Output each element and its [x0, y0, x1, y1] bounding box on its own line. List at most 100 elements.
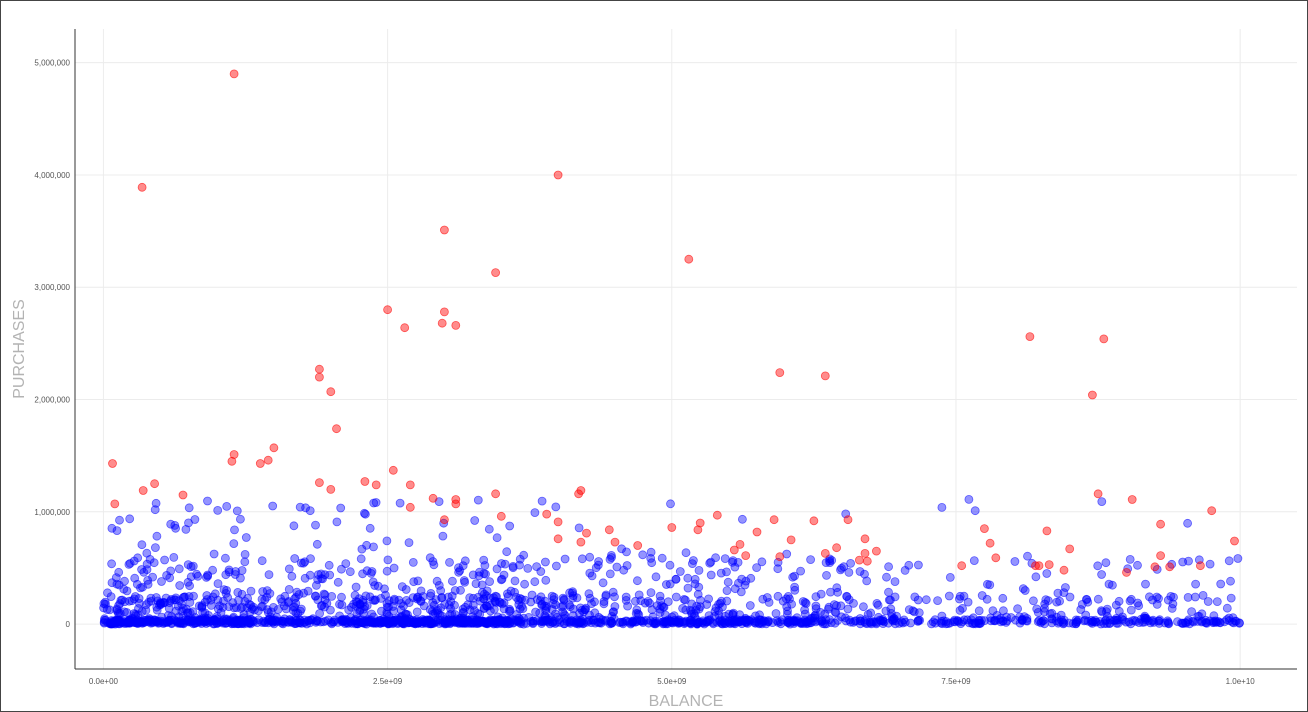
- point-normal: [941, 617, 951, 626]
- point-normal: [515, 560, 524, 570]
- point-normal: [886, 604, 896, 614]
- point-normal: [734, 578, 743, 588]
- point-normal: [199, 615, 209, 625]
- point-normal: [192, 569, 202, 579]
- point-normal: [745, 601, 755, 610]
- point-normal: [759, 616, 769, 625]
- point-normal: [1059, 588, 1069, 597]
- point-normal: [112, 604, 122, 614]
- point-normal: [240, 557, 250, 567]
- point-normal: [248, 616, 258, 625]
- point-normal: [224, 565, 234, 575]
- point-normal: [762, 593, 772, 602]
- point-normal: [541, 575, 551, 585]
- point-normal: [460, 577, 470, 587]
- point-normal: [130, 616, 140, 626]
- point-normal: [560, 554, 570, 564]
- point-normal: [210, 589, 220, 599]
- point-normal: [125, 514, 135, 524]
- point-normal: [944, 591, 954, 601]
- point-normal: [160, 555, 170, 565]
- series-normal: [99, 494, 1244, 629]
- point-normal: [894, 619, 904, 628]
- point-normal: [661, 610, 670, 620]
- point-normal: [1126, 594, 1136, 604]
- point-normal: [426, 591, 435, 601]
- point-outlier: [1042, 526, 1052, 536]
- point-normal: [536, 616, 545, 626]
- point-normal: [1042, 569, 1052, 578]
- point-normal: [1191, 579, 1200, 589]
- point-normal: [1230, 616, 1240, 626]
- point-normal: [646, 588, 656, 597]
- point-normal: [369, 498, 379, 508]
- point-normal: [1168, 599, 1178, 609]
- point-normal: [690, 579, 700, 589]
- point-normal: [1130, 615, 1139, 625]
- point-normal: [1082, 594, 1091, 604]
- point-outlier: [553, 517, 563, 527]
- point-normal: [598, 578, 608, 588]
- point-outlier: [553, 170, 563, 180]
- point-normal: [530, 508, 540, 518]
- point-normal: [945, 573, 955, 582]
- point-normal: [358, 608, 368, 618]
- point-normal: [591, 563, 601, 573]
- point-normal: [260, 595, 270, 605]
- point-normal: [519, 619, 528, 629]
- point-normal: [197, 601, 207, 610]
- point-normal: [723, 577, 733, 587]
- point-normal: [683, 583, 693, 593]
- point-normal: [111, 573, 121, 582]
- point-normal: [166, 596, 175, 606]
- point-normal: [607, 618, 617, 628]
- point-normal: [360, 602, 370, 611]
- point-outlier: [405, 502, 415, 512]
- point-normal: [290, 594, 300, 604]
- point-outlier: [1165, 562, 1175, 572]
- point-normal: [133, 553, 143, 563]
- point-outlier: [383, 305, 393, 315]
- point-normal: [317, 574, 326, 583]
- point-normal: [560, 614, 570, 623]
- point-normal: [351, 614, 360, 624]
- point-normal: [389, 563, 399, 573]
- point-normal: [930, 615, 940, 625]
- point-normal: [1183, 593, 1193, 602]
- point-normal: [1167, 604, 1177, 613]
- point-normal: [557, 602, 566, 612]
- point-normal: [219, 585, 229, 594]
- point-normal: [203, 496, 212, 506]
- point-normal: [577, 618, 587, 628]
- point-normal: [447, 591, 457, 601]
- point-normal: [502, 589, 512, 599]
- point-normal: [333, 577, 343, 587]
- point-normal: [519, 550, 529, 560]
- point-normal: [122, 586, 132, 596]
- point-outlier: [712, 510, 722, 520]
- point-normal: [404, 538, 414, 547]
- point-normal: [479, 594, 489, 604]
- point-normal: [1022, 616, 1032, 626]
- point-normal: [497, 574, 507, 584]
- point-normal: [773, 564, 783, 574]
- point-normal: [845, 615, 854, 625]
- point-normal: [565, 588, 574, 598]
- point-normal: [221, 570, 231, 580]
- point-outlier: [400, 323, 410, 333]
- point-normal: [213, 618, 223, 627]
- point-normal: [381, 590, 390, 600]
- point-normal: [337, 600, 347, 610]
- point-outlier: [1088, 390, 1097, 400]
- point-normal: [1015, 612, 1024, 622]
- point-outlier: [1093, 489, 1103, 499]
- point-normal: [165, 573, 175, 583]
- point-normal: [1061, 583, 1070, 592]
- point-outlier: [1127, 495, 1137, 504]
- point-normal: [479, 555, 489, 565]
- point-outlier: [735, 540, 745, 549]
- point-normal: [1097, 497, 1107, 507]
- point-normal: [1124, 617, 1134, 627]
- point-normal: [338, 616, 348, 626]
